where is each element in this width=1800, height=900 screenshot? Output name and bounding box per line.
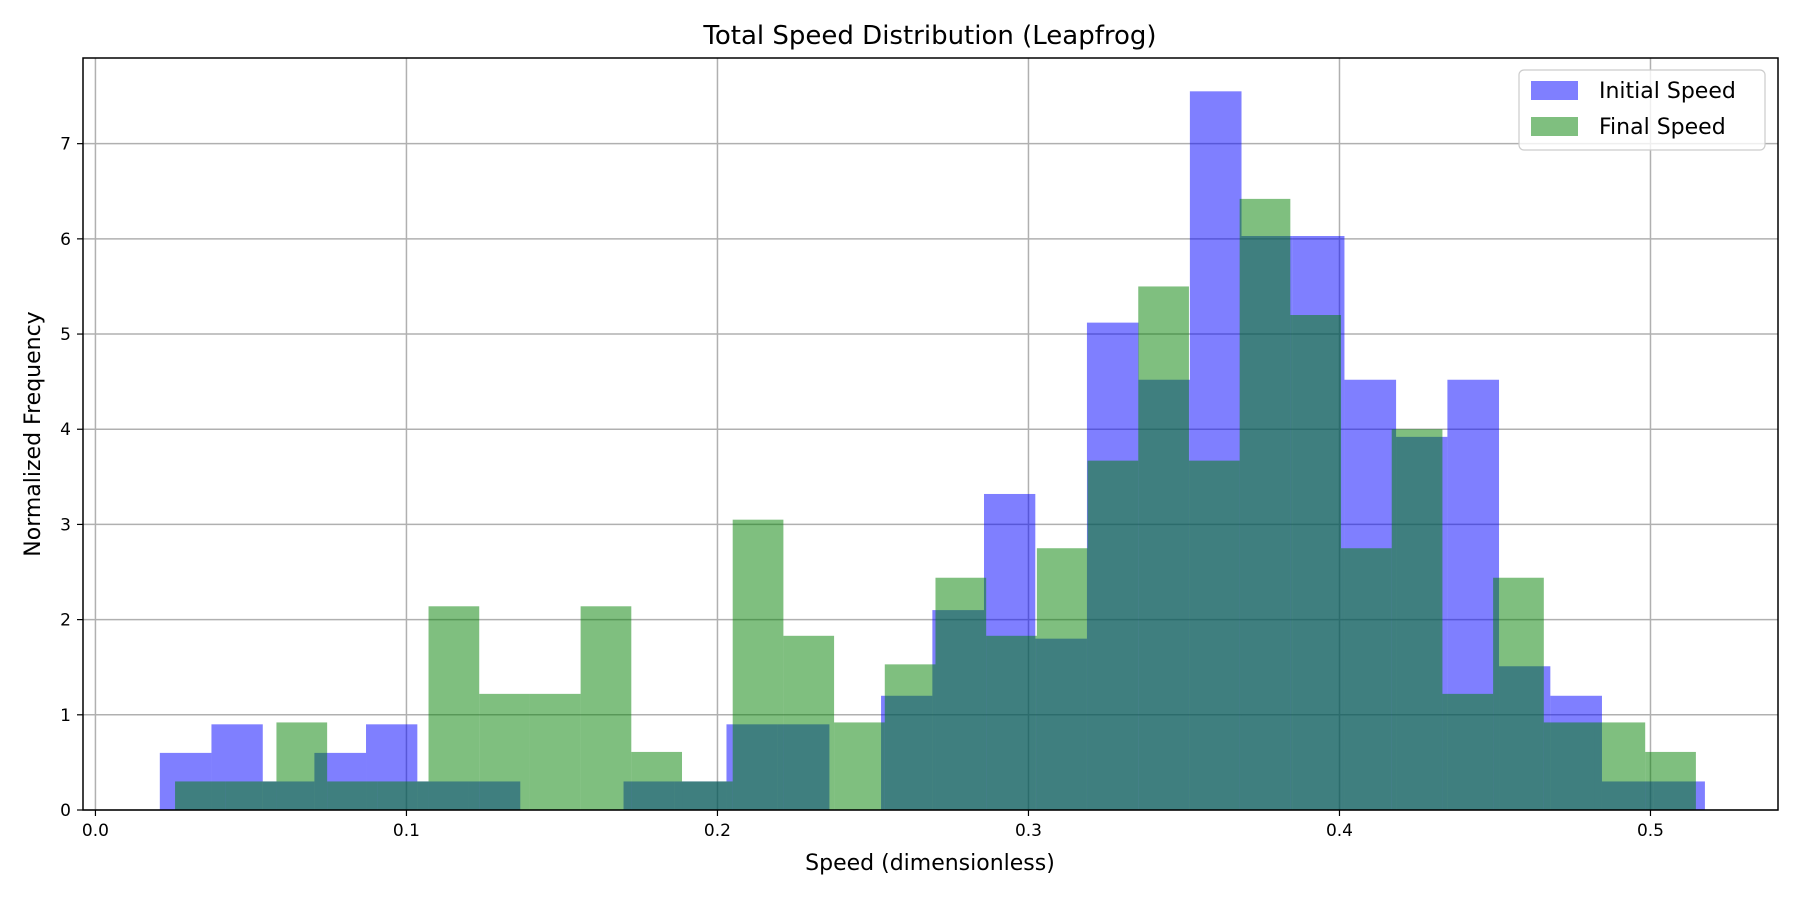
bar-final-speed [1493, 577, 1544, 810]
bar-final-speed [1290, 315, 1342, 810]
y-axis-label: Normalized Frequency [21, 311, 46, 556]
y-tick-label: 3 [60, 515, 71, 535]
bar-final-speed [1391, 429, 1443, 810]
y-tick-label: 1 [60, 706, 71, 726]
x-tick-label: 0.3 [1015, 821, 1042, 841]
bar-final-speed [1594, 722, 1646, 810]
y-tick-label: 5 [60, 325, 71, 345]
x-tick-label: 0.4 [1326, 821, 1353, 841]
histogram-bars [159, 91, 1705, 811]
x-axis-label: Speed (dimensionless) [805, 851, 1055, 876]
bar-final-speed [1442, 693, 1494, 810]
y-tick-label: 4 [60, 420, 71, 440]
bar-final-speed [428, 606, 480, 810]
bar-final-speed [377, 781, 429, 810]
plot-area-frame [82, 57, 1779, 811]
x-tick-label: 0.1 [393, 821, 420, 841]
bar-final-speed [276, 722, 328, 810]
axis-ticks: 0.0 0.1 0.2 0.3 0.4 0.5 0 1 2 3 4 5 6 7 [60, 135, 1664, 841]
bar-final-speed [935, 577, 987, 810]
bar-final-speed [1239, 198, 1291, 811]
bar-final-speed [682, 781, 733, 810]
y-tick-label: 6 [60, 230, 71, 250]
bar-final-speed [631, 751, 683, 810]
legend: Initial Speed Final Speed [1518, 69, 1766, 151]
legend-swatch-initial-speed [1531, 81, 1578, 100]
bar-final-speed [175, 781, 226, 810]
bar-final-speed [1138, 286, 1189, 810]
bar-final-speed [884, 664, 936, 810]
y-tick-label: 0 [60, 801, 71, 821]
bar-final-speed [479, 693, 530, 810]
legend-label-final-speed: Final Speed [1599, 115, 1726, 140]
legend-box [1518, 69, 1766, 151]
y-tick-label: 2 [60, 611, 71, 631]
legend-label-initial-speed: Initial Speed [1599, 79, 1736, 104]
bar-final-speed [1543, 722, 1595, 810]
bar-final-speed [1036, 548, 1088, 810]
bar-final-speed [327, 781, 378, 810]
bar-final-speed [834, 722, 885, 810]
x-tick-label: 0.5 [1637, 821, 1664, 841]
legend-swatch-final-speed [1531, 117, 1578, 136]
bar-final-speed [1341, 548, 1392, 810]
chart-title: Total Speed Distribution (Leapfrog) [702, 21, 1156, 51]
bar-final-speed [225, 781, 277, 810]
x-tick-label: 0.2 [704, 821, 731, 841]
y-tick-label: 7 [60, 135, 71, 155]
bar-final-speed [580, 606, 632, 810]
bar-final-speed [1188, 460, 1240, 810]
bar-final-speed [1087, 460, 1139, 810]
bar-final-speed [732, 519, 784, 810]
bar-final-speed [529, 693, 581, 810]
x-tick-label: 0.0 [82, 821, 109, 841]
bar-final-speed [1645, 751, 1696, 810]
bar-final-speed [986, 635, 1037, 810]
bar-final-speed [783, 635, 835, 810]
